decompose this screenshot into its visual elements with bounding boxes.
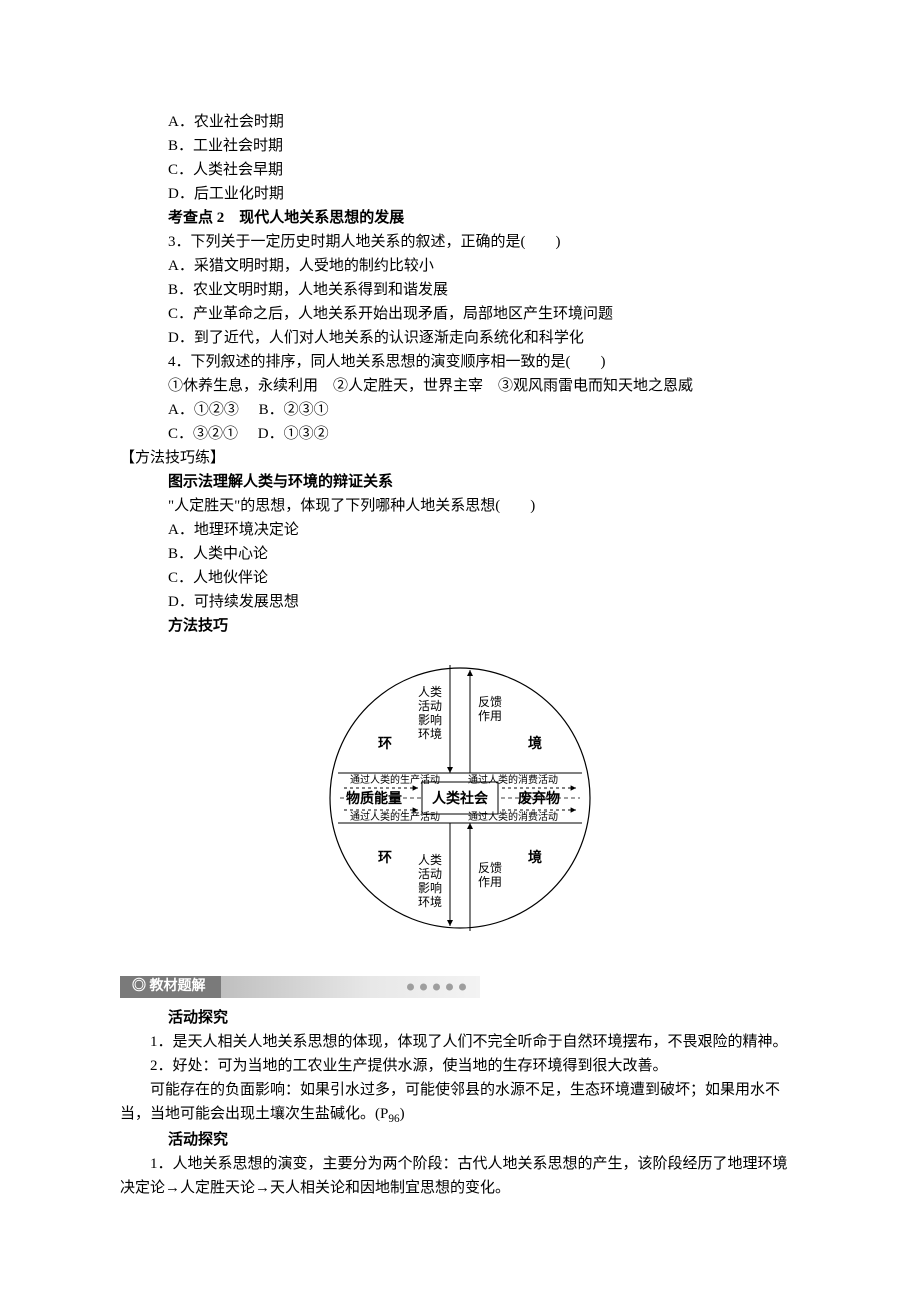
activity1-p1: 1．是天人相关人地关系思想的体现，体现了人们不完全听命于自然环境摆布，不畏艰险的…	[120, 1030, 800, 1054]
activity-heading-2: 活动探究	[168, 1128, 800, 1152]
diag-left-box: 物质能量	[346, 790, 402, 807]
method-title: 图示法理解人类与环境的辩证关系	[168, 470, 800, 494]
q3-c: C．产业革命之后，人地关系开始出现矛盾，局部地区产生环境问题	[168, 302, 800, 326]
method-q-c: C．人地伙伴论	[168, 566, 800, 590]
diag-env-a-bot: 环	[378, 850, 392, 866]
decorative-dots	[407, 984, 466, 991]
diag-bot-right-1: 反馈	[478, 861, 502, 875]
diag-top-left-4: 环境	[418, 726, 442, 741]
q4-stem: 4．下列叙述的排序，同人地关系思想的演变顺序相一致的是( )	[168, 350, 800, 374]
method-q-d: D．可持续发展思想	[168, 590, 800, 614]
diag-center: 人类社会	[432, 790, 489, 807]
q3-a: A．采猎文明时期，人受地的制约比较小	[168, 254, 800, 278]
diag-bot-left-1: 人类	[418, 853, 442, 867]
diag-top-right-2: 作用	[478, 709, 502, 723]
activity1-p2b-sub: 96	[388, 1113, 399, 1125]
option-d: D．后工业化时期	[168, 182, 800, 206]
diag-prod-tl: 通过人类的生产活动	[350, 773, 440, 786]
diag-top-left-2: 活动	[418, 699, 442, 713]
option-b: B．工业社会时期	[168, 134, 800, 158]
q3-stem: 3．下列关于一定历史时期人地关系的叙述，正确的是( )	[168, 230, 800, 254]
q4-c: C．③②①	[168, 426, 238, 442]
diag-cons-br: 通过人类的消费活动	[468, 810, 558, 823]
diag-bot-left-4: 环境	[418, 894, 442, 909]
diag-prod-bl: 通过人类的生产活动	[350, 810, 440, 823]
diag-bot-right-2: 作用	[478, 875, 502, 889]
diag-cons-tr: 通过人类的消费活动	[468, 773, 558, 786]
method-q-b: B．人类中心论	[168, 542, 800, 566]
activity1-p2b-pre: 可能存在的负面影响：如果引水过多，可能使邻县的水源不足，生态环境遭到破坏；如果用…	[120, 1082, 780, 1122]
diag-env-b-bot: 境	[528, 849, 542, 866]
activity1-p2b-post: )	[400, 1106, 405, 1122]
diag-bot-left-2: 活动	[418, 867, 442, 881]
option-a: A．农业社会时期	[168, 110, 800, 134]
diag-right-box: 废弃物	[518, 790, 560, 807]
activity-heading-1: 活动探究	[168, 1006, 800, 1030]
checkpoint-2-heading: 考查点 2 现代人地关系思想的发展	[168, 206, 800, 230]
diag-top-left-3: 影响	[418, 712, 442, 727]
diag-top-right-1: 反馈	[478, 695, 502, 709]
diag-top-left-1: 人类	[418, 685, 442, 699]
q3-d: D．到了近代，人们对人地关系的认识逐渐走向系统化和科学化	[168, 326, 800, 350]
human-environment-diagram: 人类 活动 影响 环境 反馈 作用 环 境 人类社会 物质能量 废弃物	[310, 648, 610, 948]
method-skill-label: 方法技巧	[168, 614, 800, 638]
method-q-stem: "人定胜天"的思想，体现了下列哪种人地关系思想( )	[168, 494, 800, 518]
activity2-p1: 1．人地关系思想的演变，主要分为两个阶段：古代人地关系思想的产生，该阶段经历了地…	[120, 1152, 800, 1200]
section-bar-label: ◎ 教材题解	[132, 976, 206, 998]
diag-bot-left-3: 影响	[418, 880, 442, 895]
q3-b: B．农业文明时期，人地关系得到和谐发展	[168, 278, 800, 302]
method-q-a: A．地理环境决定论	[168, 518, 800, 542]
q4-line2: ①休养生息，永续利用 ②人定胜天，世界主宰 ③观风雨雷电而知天地之恩威	[168, 374, 800, 398]
diag-env-b-top: 境	[528, 735, 542, 752]
q4-b: B．②③①	[259, 402, 329, 418]
activity1-p2b: 可能存在的负面影响：如果引水过多，可能使邻县的水源不足，生态环境遭到破坏；如果用…	[120, 1078, 800, 1128]
q4-a: A．①②③	[168, 402, 239, 418]
q4-d: D．①③②	[258, 426, 329, 442]
method-header: 【方法技巧练】	[120, 446, 800, 470]
diag-env-a-top: 环	[378, 736, 392, 752]
option-c: C．人类社会早期	[168, 158, 800, 182]
activity1-p2a: 2．好处：可为当地的工农业生产提供水源，使当地的生存环境得到很大改善。	[120, 1054, 800, 1078]
section-bar: ◎ 教材题解	[120, 976, 480, 998]
